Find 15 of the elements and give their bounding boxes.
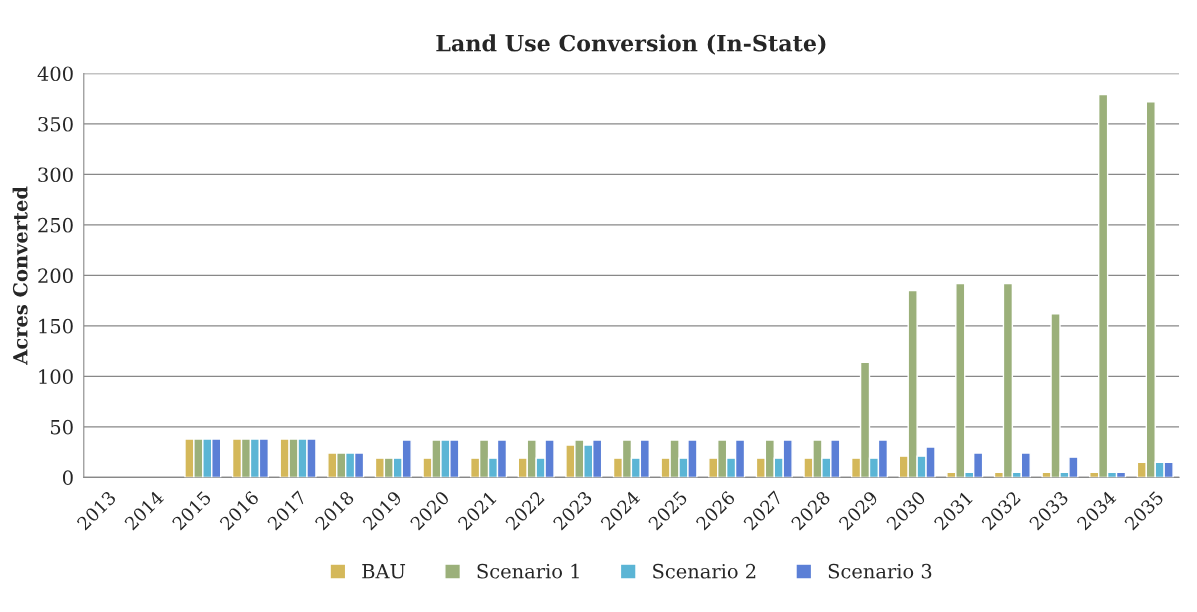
- y-tick-label: 350: [38, 116, 73, 132]
- y-tick-label: 100: [39, 369, 73, 385]
- y-tick-label: 400: [37, 66, 73, 82]
- y-tick-label: 150: [39, 318, 73, 334]
- legend-label: BAU: [362, 564, 406, 579]
- chart-title: Land Use Conversion (In-State): [436, 34, 826, 55]
- y-tick-label: 250: [38, 217, 73, 233]
- legend-label: Scenario 3: [828, 563, 932, 579]
- legend-label: Scenario 1: [477, 563, 579, 579]
- y-tick-label: 50: [50, 419, 73, 435]
- y-axis-title: Acres Converted: [12, 186, 28, 365]
- y-tick-label: 200: [38, 268, 73, 284]
- legend-label: Scenario 2: [653, 563, 756, 579]
- y-tick-label: 0: [62, 470, 73, 486]
- y-tick-label: 300: [38, 167, 73, 183]
